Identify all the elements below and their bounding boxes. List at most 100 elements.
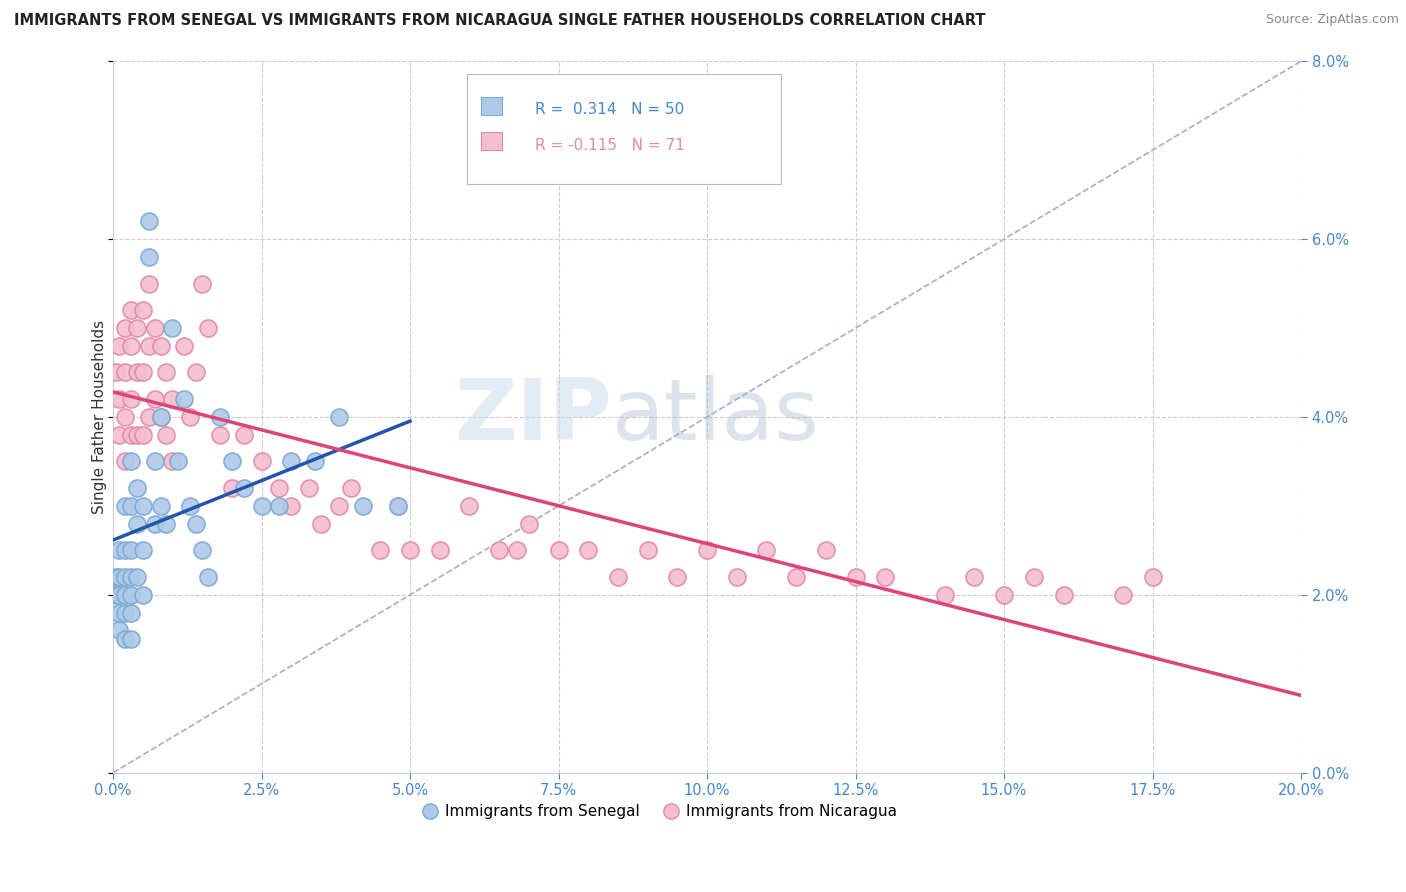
Point (108, 570, 131, 584)
Point (143, 516, 166, 531)
Point (517, 516, 540, 531)
Point (875, 570, 897, 584)
Point (328, 499, 350, 513)
Text: Source: ZipAtlas.com: Source: ZipAtlas.com (1265, 13, 1399, 27)
Point (120, 392, 142, 406)
Point (120, 427, 142, 442)
Bar (481, 96, 502, 114)
Point (370, 543, 392, 558)
Point (429, 543, 451, 558)
Point (138, 339, 160, 353)
Legend: Immigrants from Senegal, Immigrants from Nicaragua: Immigrants from Senegal, Immigrants from… (416, 798, 903, 826)
Point (125, 366, 148, 380)
Point (125, 570, 148, 584)
Point (149, 339, 172, 353)
Point (637, 543, 659, 558)
Point (387, 499, 409, 513)
Point (696, 543, 718, 558)
Text: IMMIGRANTS FROM SENEGAL VS IMMIGRANTS FROM NICARAGUA SINGLE FATHER HOUSEHOLDS CO: IMMIGRANTS FROM SENEGAL VS IMMIGRANTS FR… (14, 13, 986, 29)
Point (197, 321, 219, 335)
Point (114, 321, 136, 335)
Point (114, 366, 136, 380)
Point (132, 588, 155, 602)
Point (280, 454, 302, 468)
Point (120, 543, 142, 558)
Point (132, 366, 155, 380)
Point (607, 570, 630, 584)
Point (186, 516, 208, 531)
Text: ZIP: ZIP (454, 376, 612, 458)
Point (143, 321, 166, 335)
Point (191, 277, 214, 291)
Point (120, 588, 142, 602)
Point (155, 427, 177, 442)
Point (280, 499, 302, 513)
Point (1142, 570, 1164, 584)
Point (108, 339, 131, 353)
Text: R = -0.115   N = 71: R = -0.115 N = 71 (534, 138, 695, 153)
Point (114, 588, 136, 602)
Point (963, 570, 986, 584)
Point (114, 632, 136, 647)
Point (1112, 588, 1135, 602)
Point (547, 543, 569, 558)
Point (167, 454, 190, 468)
Point (814, 543, 837, 558)
Point (120, 570, 142, 584)
Point (221, 454, 243, 468)
Point (108, 427, 131, 442)
Point (173, 392, 195, 406)
Point (149, 499, 172, 513)
Point (162, 321, 184, 335)
Point (250, 454, 273, 468)
Point (114, 499, 136, 513)
Point (155, 516, 177, 531)
Point (352, 499, 374, 513)
Point (755, 543, 778, 558)
Point (132, 427, 155, 442)
Point (125, 516, 148, 531)
Point (120, 606, 142, 620)
Point (125, 481, 148, 495)
Point (186, 366, 208, 380)
Point (399, 543, 422, 558)
Point (108, 606, 131, 620)
Point (666, 570, 689, 584)
Point (114, 606, 136, 620)
Point (114, 543, 136, 558)
Point (208, 427, 231, 442)
Point (104, 588, 127, 602)
Point (785, 570, 807, 584)
Point (104, 366, 127, 380)
Point (108, 543, 131, 558)
Point (114, 409, 136, 424)
FancyBboxPatch shape (467, 74, 780, 184)
Point (132, 499, 155, 513)
Point (108, 588, 131, 602)
Point (221, 481, 243, 495)
Point (132, 543, 155, 558)
Point (309, 516, 332, 531)
Point (250, 499, 273, 513)
Point (114, 570, 136, 584)
Point (506, 543, 529, 558)
Point (173, 339, 195, 353)
Point (845, 570, 868, 584)
Point (576, 543, 599, 558)
Point (1022, 570, 1045, 584)
Point (125, 427, 148, 442)
Text: atlas: atlas (612, 376, 820, 458)
Point (143, 392, 166, 406)
Point (120, 339, 142, 353)
Point (993, 588, 1015, 602)
Point (108, 392, 131, 406)
Point (120, 499, 142, 513)
Point (132, 303, 155, 318)
Point (725, 570, 748, 584)
Point (104, 570, 127, 584)
Point (179, 409, 201, 424)
Point (125, 321, 148, 335)
Text: R =  0.314   N = 50: R = 0.314 N = 50 (534, 103, 685, 118)
Point (149, 409, 172, 424)
Point (488, 543, 510, 558)
